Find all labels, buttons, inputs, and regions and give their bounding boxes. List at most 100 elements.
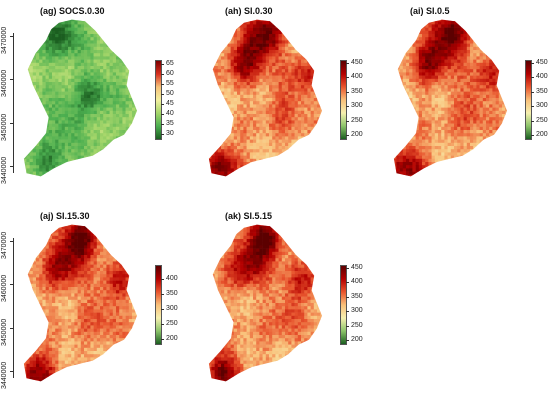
raster-cell: [112, 123, 117, 128]
raster-cell: [224, 114, 228, 118]
raster-cell: [457, 40, 461, 44]
raster-cell: [90, 72, 94, 76]
raster-cell: [208, 21, 212, 25]
raster-cell: [29, 53, 34, 57]
raster-cell: [109, 174, 114, 177]
raster-cell: [26, 149, 30, 153]
raster-cell: [304, 158, 308, 163]
raster-cell: [275, 133, 279, 137]
raster-cell: [71, 59, 75, 64]
raster-cell: [460, 75, 464, 80]
raster-cell: [112, 53, 117, 57]
raster-cell: [323, 66, 327, 70]
raster-cell: [457, 50, 461, 54]
raster-cell: [297, 117, 302, 121]
raster-cell: [227, 24, 231, 28]
raster-cell: [103, 21, 107, 25]
raster-cell: [447, 37, 452, 41]
raster-cell: [103, 94, 107, 99]
raster-cell: [142, 21, 146, 25]
raster-cell: [294, 72, 299, 76]
raster-cell: [259, 98, 263, 102]
raster-cell: [128, 130, 133, 134]
raster-cell: [256, 136, 260, 140]
raster-cell: [106, 165, 110, 169]
raster-cell: [23, 117, 27, 121]
raster-cell: [317, 142, 321, 147]
raster-cell: [103, 120, 107, 124]
raster-cell: [272, 91, 276, 96]
raster-cell: [48, 94, 53, 99]
raster-cell: [246, 107, 251, 112]
raster-cell: [48, 165, 53, 169]
raster-cell: [125, 165, 130, 169]
raster-cell: [227, 123, 231, 128]
raster-cell: [240, 50, 244, 54]
raster-cell: [323, 136, 327, 140]
raster-cell: [119, 34, 123, 38]
raster-cell: [64, 152, 69, 156]
raster-cell: [431, 72, 436, 76]
raster-cell: [132, 101, 136, 105]
raster-cell: [106, 139, 110, 144]
raster-cell: [122, 162, 126, 166]
raster-cell: [29, 174, 34, 177]
raster-cell: [323, 130, 327, 134]
raster-cell: [498, 27, 503, 32]
raster-cell: [297, 78, 302, 83]
raster-cell: [320, 27, 322, 32]
raster-cell: [145, 136, 149, 140]
raster-cell: [221, 30, 225, 35]
raster-cell: [74, 117, 78, 121]
raster-cell: [106, 142, 110, 147]
raster-cell: [93, 59, 98, 64]
raster-cell: [243, 142, 247, 147]
raster-cell: [211, 21, 215, 25]
raster-cell: [64, 46, 69, 51]
raster-cell: [246, 59, 251, 64]
raster-cell: [447, 46, 452, 51]
raster-cell: [100, 50, 104, 54]
raster-cell: [90, 88, 94, 92]
raster-cell: [23, 66, 27, 70]
raster-cell: [112, 146, 117, 150]
raster-cell: [112, 130, 117, 134]
raster-cell: [112, 171, 117, 176]
raster-cell: [294, 174, 299, 177]
raster-cell: [310, 133, 315, 137]
raster-cell: [262, 165, 267, 169]
raster-cell: [246, 56, 251, 60]
raster-cell: [96, 110, 101, 115]
raster-cell: [291, 114, 295, 118]
raster-cell: [68, 107, 72, 112]
raster-cell: [128, 104, 133, 108]
raster-cell: [307, 123, 311, 128]
raster-cell: [508, 40, 512, 44]
raster-cell: [434, 21, 439, 25]
raster-cell: [320, 162, 322, 166]
raster-cell: [278, 174, 283, 177]
raster-cell: [330, 69, 334, 73]
raster-cell: [217, 82, 222, 86]
raster-cell: [29, 107, 34, 112]
raster-cell: [221, 165, 225, 169]
raster-cell: [125, 85, 130, 89]
raster-cell: [294, 75, 299, 80]
raster-cell: [422, 24, 426, 28]
raster-cell: [518, 40, 522, 44]
raster-cell: [23, 62, 27, 67]
raster-cell: [313, 152, 318, 156]
raster-cell: [93, 110, 98, 115]
raster-cell: [310, 120, 315, 124]
raster-cell: [396, 27, 400, 32]
raster-cell: [275, 91, 279, 96]
raster-cell: [61, 82, 66, 86]
raster-cell: [320, 114, 322, 118]
raster-cell: [243, 24, 247, 28]
raster-cell: [498, 43, 503, 48]
raster-cell: [55, 107, 59, 112]
raster-cell: [301, 56, 305, 60]
raster-cell: [304, 62, 308, 67]
raster-cell: [297, 19, 302, 22]
raster-cell: [422, 56, 426, 60]
